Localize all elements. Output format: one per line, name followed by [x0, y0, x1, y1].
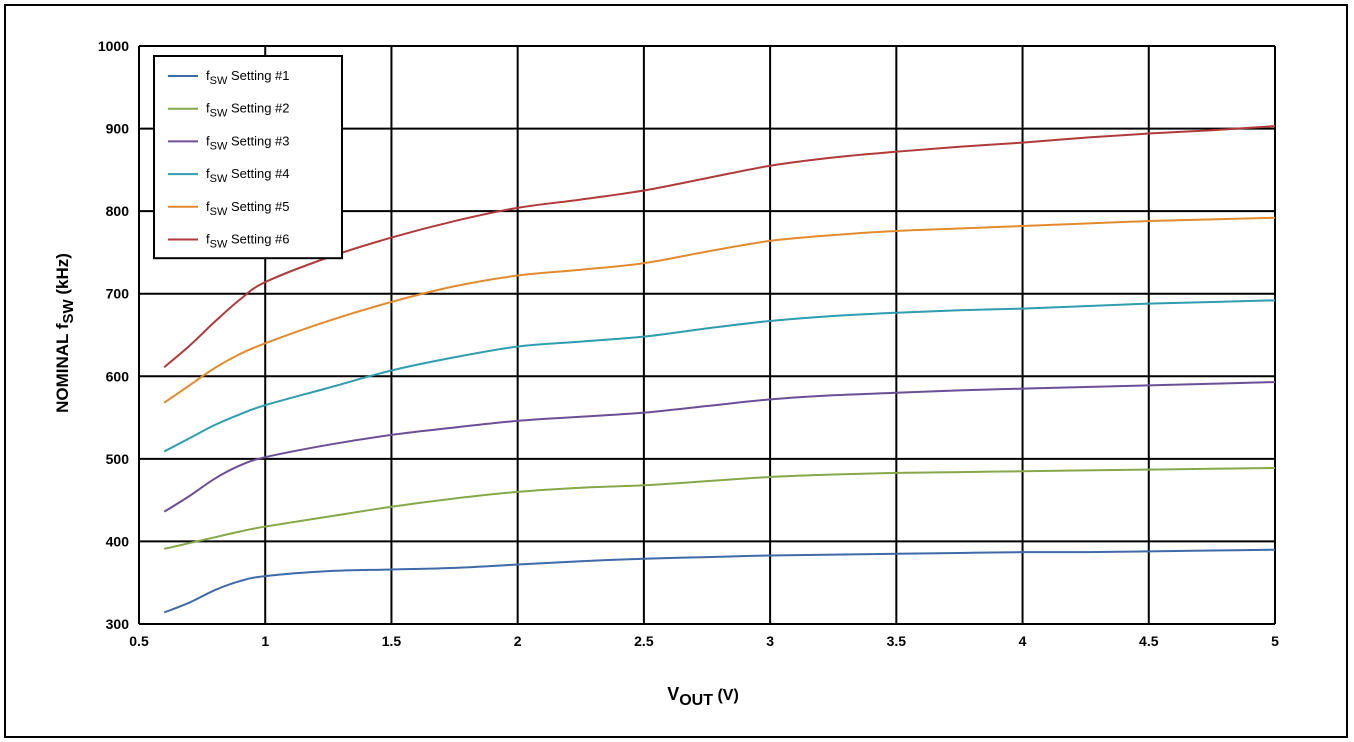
legend-box — [153, 55, 343, 260]
series-line-5 — [163, 216, 1276, 404]
legend-label: fSW Setting #4 — [206, 166, 290, 185]
series-line-3 — [163, 381, 1276, 513]
y-axis-title-sub: SW — [60, 299, 77, 324]
legend-entry-3: fSW Setting #3 — [168, 133, 290, 152]
x-tick-label: 5 — [1271, 633, 1279, 649]
x-tick-label: 1.5 — [382, 633, 402, 649]
legend-label: fSW Setting #6 — [206, 232, 290, 251]
legend-entry-4: fSW Setting #4 — [168, 166, 290, 185]
x-tick-label: 4.5 — [1139, 633, 1159, 649]
series-line-4 — [163, 299, 1276, 453]
x-tick-label: 2 — [514, 633, 522, 649]
legend-entry-2: fSW Setting #2 — [168, 101, 290, 120]
series-line-2 — [164, 466, 1276, 550]
x-axis-title: VOUT (V) — [667, 684, 739, 709]
legend-label: fSW Setting #2 — [206, 101, 290, 120]
y-tick-label: 300 — [106, 616, 130, 632]
y-tick-label: 900 — [106, 121, 130, 137]
legend-entry-6: fSW Setting #6 — [168, 232, 290, 251]
x-tick-label: 4 — [1019, 633, 1027, 649]
x-tick-label: 3 — [766, 633, 774, 649]
x-axis-title-unit: (V) — [713, 687, 739, 704]
y-tick-label: 500 — [106, 451, 130, 467]
y-axis-title: NOMINAL fSW (kHz) — [53, 253, 77, 413]
y-tick-label: 800 — [106, 203, 130, 219]
legend-entry-5: fSW Setting #5 — [168, 199, 290, 218]
y-tick-label: 600 — [106, 368, 130, 384]
x-axis-title-sub: OUT — [679, 692, 713, 709]
chart-frame — [4, 4, 1348, 738]
y-tick-label: 700 — [106, 286, 130, 302]
legend-label: fSW Setting #5 — [206, 199, 290, 218]
legend-label: fSW Setting #1 — [206, 68, 290, 87]
y-tick-label: 1000 — [98, 38, 129, 54]
y-axis-title-main: NOMINAL f — [53, 323, 72, 413]
y-axis-title-unit: (kHz) — [53, 253, 72, 299]
x-tick-label: 3.5 — [887, 633, 907, 649]
x-axis-title-main: V — [667, 684, 679, 704]
series-line-1 — [163, 548, 1276, 614]
legend-entry-1: fSW Setting #1 — [168, 68, 290, 87]
y-tick-label: 400 — [106, 533, 130, 549]
legend-label: fSW Setting #3 — [206, 133, 290, 152]
x-tick-label: 0.5 — [129, 633, 149, 649]
series-line-6 — [163, 125, 1276, 368]
x-tick-label: 1 — [261, 633, 269, 649]
legend: fSW Setting #1 fSW Setting #2 fSW Setting … — [153, 55, 343, 260]
tick-labels: 0.5 1 1.5 2 2.5 3 3.5 4 4.5 5 300 400 500 600 700 800 90… — [98, 38, 1279, 649]
x-tick-label: 2.5 — [634, 633, 654, 649]
series-lines — [163, 125, 1276, 614]
